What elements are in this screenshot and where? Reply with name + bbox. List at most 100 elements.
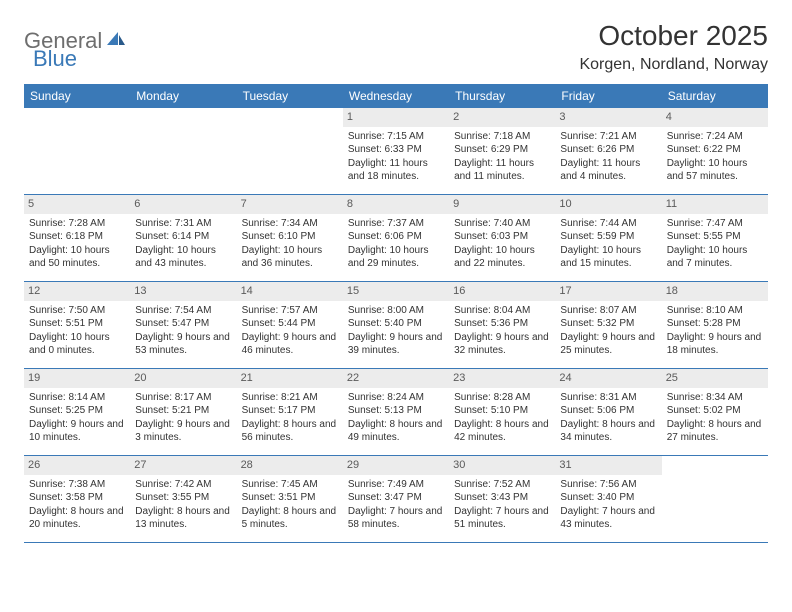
sunrise-line: Sunrise: 8:07 AM [560, 304, 656, 318]
daylight-line: Daylight: 9 hours and 25 minutes. [560, 331, 656, 358]
weekday-wednesday: Wednesday [343, 84, 449, 108]
daylight-line: Daylight: 10 hours and 15 minutes. [560, 244, 656, 271]
week-row: 5Sunrise: 7:28 AMSunset: 6:18 PMDaylight… [24, 195, 768, 282]
day-cell: 2 Sunrise: 7:18 AMSunset: 6:29 PMDaylight… [449, 108, 555, 194]
sunrise-line: Sunrise: 8:24 AM [348, 391, 444, 405]
day-cell: 29Sunrise: 7:49 AMSunset: 3:47 PMDayligh… [343, 456, 449, 542]
sunrise-line: Sunrise: 7:49 AM [348, 478, 444, 492]
day-number: 11 [662, 195, 768, 214]
sunrise-line: Sunrise: 7:50 AM [29, 304, 125, 318]
day-cell: 1Sunrise: 7:15 AMSunset: 6:33 PMDaylight… [343, 108, 449, 194]
day-number: 26 [24, 456, 130, 475]
daylight-line: Daylight: 9 hours and 32 minutes. [454, 331, 550, 358]
sunset-line: Sunset: 5:36 PM [454, 317, 550, 331]
week-row: 19Sunrise: 8:14 AMSunset: 5:25 PMDayligh… [24, 369, 768, 456]
daylight-line: Daylight: 9 hours and 10 minutes. [29, 418, 125, 445]
day-number: 7 [237, 195, 343, 214]
sunrise-line: Sunrise: 7:21 AM [560, 130, 656, 144]
sunrise-line: Sunrise: 8:17 AM [135, 391, 231, 405]
day-number: 13 [130, 282, 236, 301]
day-cell: 8Sunrise: 7:37 AMSunset: 6:06 PMDaylight… [343, 195, 449, 281]
sunset-line: Sunset: 5:51 PM [29, 317, 125, 331]
weekday-header-row: Sunday Monday Tuesday Wednesday Thursday… [24, 84, 768, 108]
day-number: 9 [449, 195, 555, 214]
sunrise-line: Sunrise: 7:28 AM [29, 217, 125, 231]
sunset-line: Sunset: 5:10 PM [454, 404, 550, 418]
sunrise-line: Sunrise: 8:28 AM [454, 391, 550, 405]
daylight-line: Daylight: 10 hours and 57 minutes. [667, 157, 763, 184]
day-number: 4 [662, 108, 768, 127]
sunset-line: Sunset: 6:33 PM [348, 143, 444, 157]
daylight-line: Daylight: 7 hours and 43 minutes. [560, 505, 656, 532]
sunrise-line: Sunrise: 7:18 AM [454, 130, 550, 144]
day-cell: 4Sunrise: 7:24 AMSunset: 6:22 PMDaylight… [662, 108, 768, 194]
sunset-line: Sunset: 3:43 PM [454, 491, 550, 505]
day-cell: 14Sunrise: 7:57 AMSunset: 5:44 PMDayligh… [237, 282, 343, 368]
sunrise-line: Sunrise: 7:44 AM [560, 217, 656, 231]
day-cell: 27Sunrise: 7:42 AMSunset: 3:55 PMDayligh… [130, 456, 236, 542]
weekday-friday: Friday [555, 84, 661, 108]
sunset-line: Sunset: 6:14 PM [135, 230, 231, 244]
day-cell: 31Sunrise: 7:56 AMSunset: 3:40 PMDayligh… [555, 456, 661, 542]
sunrise-line: Sunrise: 7:15 AM [348, 130, 444, 144]
sunset-line: Sunset: 5:28 PM [667, 317, 763, 331]
sunrise-line: Sunrise: 7:45 AM [242, 478, 338, 492]
day-cell: 25Sunrise: 8:34 AMSunset: 5:02 PMDayligh… [662, 369, 768, 455]
day-cell: . [237, 108, 343, 194]
day-number: 15 [343, 282, 449, 301]
daylight-line: Daylight: 8 hours and 20 minutes. [29, 505, 125, 532]
day-number: 2 [449, 108, 555, 127]
daylight-line: Daylight: 8 hours and 42 minutes. [454, 418, 550, 445]
daylight-line: Daylight: 8 hours and 27 minutes. [667, 418, 763, 445]
sunrise-line: Sunrise: 8:31 AM [560, 391, 656, 405]
sunrise-line: Sunrise: 7:24 AM [667, 130, 763, 144]
sunrise-line: Sunrise: 8:04 AM [454, 304, 550, 318]
day-cell: 3Sunrise: 7:21 AMSunset: 6:26 PMDaylight… [555, 108, 661, 194]
day-number: 18 [662, 282, 768, 301]
week-row: ...1Sunrise: 7:15 AMSunset: 6:33 PMDayli… [24, 108, 768, 195]
day-cell: 22Sunrise: 8:24 AMSunset: 5:13 PMDayligh… [343, 369, 449, 455]
weekday-monday: Monday [130, 84, 236, 108]
day-cell: 10Sunrise: 7:44 AMSunset: 5:59 PMDayligh… [555, 195, 661, 281]
weekday-thursday: Thursday [449, 84, 555, 108]
sunset-line: Sunset: 5:17 PM [242, 404, 338, 418]
sunrise-line: Sunrise: 8:21 AM [242, 391, 338, 405]
day-number: 19 [24, 369, 130, 388]
day-cell: . [24, 108, 130, 194]
sunrise-line: Sunrise: 8:10 AM [667, 304, 763, 318]
calendar-body: ...1Sunrise: 7:15 AMSunset: 6:33 PMDayli… [24, 108, 768, 543]
daylight-line: Daylight: 8 hours and 13 minutes. [135, 505, 231, 532]
logo-text-blue: Blue [33, 46, 77, 71]
sunset-line: Sunset: 6:26 PM [560, 143, 656, 157]
calendar: Sunday Monday Tuesday Wednesday Thursday… [24, 84, 768, 543]
daylight-line: Daylight: 11 hours and 18 minutes. [348, 157, 444, 184]
day-number: 10 [555, 195, 661, 214]
sunset-line: Sunset: 3:55 PM [135, 491, 231, 505]
day-cell: 18Sunrise: 8:10 AMSunset: 5:28 PMDayligh… [662, 282, 768, 368]
sunset-line: Sunset: 5:21 PM [135, 404, 231, 418]
daylight-line: Daylight: 11 hours and 11 minutes. [454, 157, 550, 184]
sunset-line: Sunset: 3:40 PM [560, 491, 656, 505]
day-number: 14 [237, 282, 343, 301]
day-cell: 9Sunrise: 7:40 AMSunset: 6:03 PMDaylight… [449, 195, 555, 281]
week-row: 12Sunrise: 7:50 AMSunset: 5:51 PMDayligh… [24, 282, 768, 369]
day-number: 3 [555, 108, 661, 127]
daylight-line: Daylight: 8 hours and 34 minutes. [560, 418, 656, 445]
weekday-saturday: Saturday [662, 84, 768, 108]
sunset-line: Sunset: 6:29 PM [454, 143, 550, 157]
sunrise-line: Sunrise: 7:34 AM [242, 217, 338, 231]
page-title: October 2025 [579, 20, 768, 52]
sunrise-line: Sunrise: 8:00 AM [348, 304, 444, 318]
day-number: 21 [237, 369, 343, 388]
day-cell: 5Sunrise: 7:28 AMSunset: 6:18 PMDaylight… [24, 195, 130, 281]
sunrise-line: Sunrise: 7:31 AM [135, 217, 231, 231]
daylight-line: Daylight: 8 hours and 56 minutes. [242, 418, 338, 445]
day-cell: 7Sunrise: 7:34 AMSunset: 6:10 PMDaylight… [237, 195, 343, 281]
day-cell: 15Sunrise: 8:00 AMSunset: 5:40 PMDayligh… [343, 282, 449, 368]
day-cell: 11Sunrise: 7:47 AMSunset: 5:55 PMDayligh… [662, 195, 768, 281]
logo-text-blue-wrap: Blue [33, 46, 77, 72]
sunrise-line: Sunrise: 8:34 AM [667, 391, 763, 405]
sunset-line: Sunset: 6:18 PM [29, 230, 125, 244]
day-cell: 13Sunrise: 7:54 AMSunset: 5:47 PMDayligh… [130, 282, 236, 368]
sunrise-line: Sunrise: 7:56 AM [560, 478, 656, 492]
